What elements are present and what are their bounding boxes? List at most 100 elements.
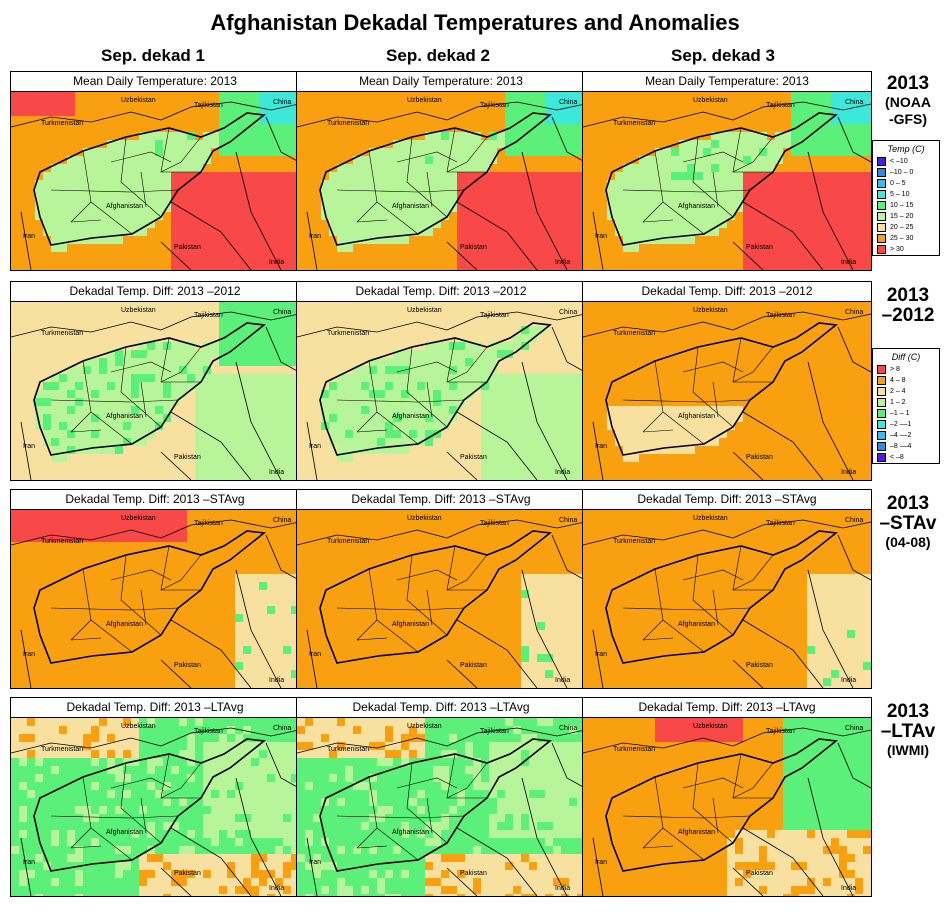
- raster-cell: [735, 100, 744, 109]
- raster-cell: [155, 164, 164, 173]
- raster-cell: [671, 358, 680, 367]
- raster-cell: [759, 116, 768, 125]
- raster-cell: [313, 430, 322, 439]
- raster-cell: [807, 172, 816, 181]
- raster-cell: [457, 406, 466, 415]
- raster-cell: [671, 196, 680, 205]
- raster-cell: [393, 462, 402, 471]
- country-border: [446, 101, 585, 121]
- raster-cell: [35, 100, 44, 109]
- raster-cell: [577, 326, 585, 335]
- raster-cell: [465, 446, 474, 455]
- raster-cell: [529, 462, 538, 471]
- raster-cell: [791, 382, 800, 391]
- raster-cell: [545, 462, 554, 471]
- raster-cell: [139, 244, 148, 253]
- raster-cell: [291, 260, 299, 269]
- raster-cell: [441, 342, 450, 351]
- raster-cell: [751, 398, 760, 407]
- raster-cell: [283, 156, 292, 165]
- raster-cell: [297, 430, 306, 439]
- raster-cell: [337, 100, 346, 109]
- raster-cell: [577, 382, 585, 391]
- raster-cell: [369, 148, 378, 157]
- raster-cell: [107, 92, 116, 101]
- map-label-iran: Iran: [23, 443, 35, 450]
- raster-cell: [291, 188, 299, 197]
- raster-cell: [473, 382, 482, 391]
- raster-cell: [569, 196, 578, 205]
- raster-cell: [433, 302, 442, 311]
- raster-cell: [577, 252, 585, 261]
- raster-cell: [83, 164, 92, 173]
- raster-cell: [337, 406, 346, 415]
- raster-cell: [67, 268, 76, 270]
- raster-cell: [695, 212, 704, 221]
- raster-cell: [19, 164, 28, 173]
- raster-cell: [203, 382, 212, 391]
- raster-cell: [377, 220, 386, 229]
- raster-cell: [27, 188, 36, 197]
- raster-cell: [51, 116, 60, 125]
- raster-cell: [27, 228, 36, 237]
- raster-cell: [35, 252, 44, 261]
- raster-cell: [27, 470, 36, 479]
- raster-cell: [425, 366, 434, 375]
- raster-cell: [545, 390, 554, 399]
- raster-cell: [27, 406, 36, 415]
- raster-cell: [19, 390, 28, 399]
- raster-cell: [639, 172, 648, 181]
- raster-cell: [529, 326, 538, 335]
- raster-cell: [91, 318, 100, 327]
- raster-cell: [441, 212, 450, 221]
- raster-cell: [171, 350, 180, 359]
- raster-cell: [377, 188, 386, 197]
- raster-cell: [505, 446, 514, 455]
- raster-cell: [759, 342, 768, 351]
- raster-cell: [855, 124, 864, 133]
- raster-cell: [441, 430, 450, 439]
- raster-cell: [275, 196, 284, 205]
- raster-cell: [337, 358, 346, 367]
- raster-cell: [537, 180, 546, 189]
- raster-cell: [297, 446, 306, 455]
- raster-cell: [505, 252, 514, 261]
- raster-cell: [235, 310, 244, 319]
- raster-cell: [473, 302, 482, 311]
- raster-cell: [259, 164, 268, 173]
- raster-cell: [807, 414, 816, 423]
- raster-cell: [235, 156, 244, 165]
- raster-cell: [385, 156, 394, 165]
- raster-cell: [369, 236, 378, 245]
- raster-cell: [783, 228, 792, 237]
- raster-cell: [235, 350, 244, 359]
- raster-cell: [847, 236, 856, 245]
- raster-cell: [329, 228, 338, 237]
- raster-cell: [11, 302, 20, 311]
- raster-cell: [267, 358, 276, 367]
- raster-cell: [59, 302, 68, 311]
- raster-cell: [529, 358, 538, 367]
- raster-cell: [147, 164, 156, 173]
- raster-cell: [433, 462, 442, 471]
- raster-cell: [529, 430, 538, 439]
- raster-cell: [839, 236, 848, 245]
- raster-cell: [583, 124, 592, 133]
- raster-cell: [259, 390, 268, 399]
- raster-cell: [409, 422, 418, 431]
- raster-cell: [631, 406, 640, 415]
- raster-cell: [401, 382, 410, 391]
- raster-cell: [297, 172, 306, 181]
- raster-cell: [19, 236, 28, 245]
- raster-cell: [847, 188, 856, 197]
- raster-cell: [243, 180, 252, 189]
- raster-cell: [577, 196, 585, 205]
- raster-cell: [457, 156, 466, 165]
- raster-cell: [591, 268, 600, 270]
- raster-cell: [583, 414, 592, 423]
- raster-cell: [489, 212, 498, 221]
- raster-cell: [187, 212, 196, 221]
- raster-cell: [847, 406, 856, 415]
- raster-cell: [513, 148, 522, 157]
- raster-cell: [807, 268, 816, 270]
